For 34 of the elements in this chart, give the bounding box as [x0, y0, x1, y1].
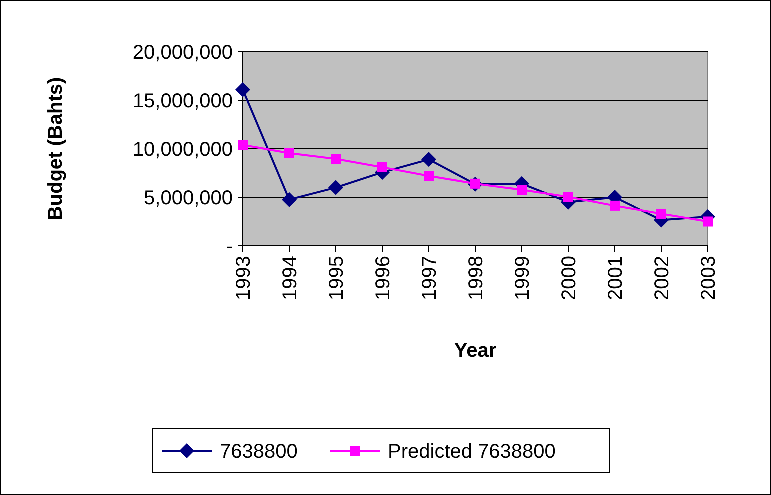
- point: [703, 216, 713, 227]
- point: [328, 180, 344, 196]
- point: [238, 140, 248, 150]
- x-tick-label: 1993: [233, 256, 255, 300]
- x-axis-title: Year: [454, 340, 497, 362]
- point: [422, 152, 436, 168]
- x-tick-label: 2000: [558, 256, 580, 300]
- x-tick-label: 1998: [466, 256, 488, 300]
- x-tick-label: 2003: [698, 256, 720, 300]
- point: [331, 154, 341, 164]
- legend-label: Predicted 7638800: [388, 441, 556, 463]
- y-axis-title: Budget (Bahts): [45, 77, 67, 221]
- y-tick-label: 5,000,000: [144, 188, 233, 210]
- point: [236, 82, 250, 98]
- point: [282, 192, 297, 208]
- legend-label: 7638800: [220, 441, 298, 463]
- x-tick-label: 1994: [280, 256, 302, 300]
- x-tick-label: 2002: [652, 256, 674, 300]
- point: [517, 185, 527, 196]
- x-tick-label: 1997: [419, 256, 441, 300]
- y-tick-label: -: [226, 236, 233, 258]
- x-tick-label: 2001: [605, 256, 627, 300]
- x-tick-label: 1996: [372, 256, 394, 300]
- point: [656, 208, 666, 219]
- y-tick-label: 10,000,000: [132, 139, 233, 161]
- y-tick-label: 15,000,000: [132, 90, 233, 112]
- point: [424, 171, 434, 182]
- point: [564, 192, 574, 202]
- x-tick-label: 1995: [326, 256, 348, 300]
- point: [378, 162, 388, 172]
- point: [284, 148, 294, 158]
- point: [610, 200, 620, 211]
- y-tick-label: 20,000,000: [132, 42, 233, 64]
- x-tick-label: 1999: [512, 256, 534, 300]
